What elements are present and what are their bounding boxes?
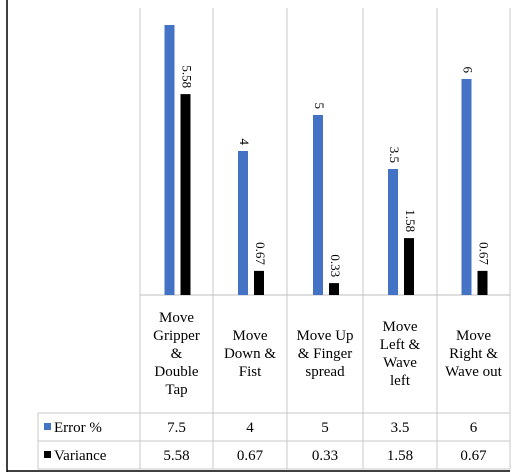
data-label-variance-2: 0.33 xyxy=(328,254,343,277)
category-label-3: Move Left & Wave left xyxy=(380,319,421,389)
bars-group xyxy=(164,25,488,296)
bar-variance-0 xyxy=(180,94,191,296)
legend-key-variance xyxy=(44,451,51,458)
data-label-variance-1: 0.67 xyxy=(253,242,268,265)
bar-error-1 xyxy=(238,151,248,295)
data-label-error-1: 4 xyxy=(237,139,252,146)
data-labels-group: 5.58 4 0.67 5 0.33 3.5 1.58 6 0.67 xyxy=(180,65,492,277)
bar-error-3 xyxy=(388,169,398,295)
bar-error-4 xyxy=(461,79,472,295)
bar-error-2 xyxy=(313,115,323,295)
table-cell: 0.33 xyxy=(312,448,338,464)
chart-frame xyxy=(6,0,511,472)
category-labels-group: Move Gripper & Double Tap Move Down & Fist Move … xyxy=(153,310,502,398)
bar-error-0 xyxy=(164,25,175,295)
legend-label-variance: Variance xyxy=(54,448,107,464)
data-label-error-3: 3.5 xyxy=(387,147,402,163)
category-label-4: Move Right & Wave out xyxy=(445,328,503,380)
table-cell: 0.67 xyxy=(460,448,487,464)
bar-variance-1 xyxy=(254,270,264,295)
data-label-variance-0: 5.58 xyxy=(180,65,195,88)
data-label-error-4: 6 xyxy=(461,67,476,74)
category-label-2: Move Up & Finger spread xyxy=(296,328,353,380)
table-cell: 6 xyxy=(470,420,478,436)
data-label-error-2: 5 xyxy=(312,103,327,110)
table-cell: 7.5 xyxy=(167,420,186,436)
data-label-variance-3: 1.58 xyxy=(403,209,418,232)
data-table: Error % 7.5 4 5 3.5 6 Variance 5.58 0.67 0.33 1.58… xyxy=(37,412,511,470)
legend-label-error: Error % xyxy=(54,420,102,436)
table-cell: 3.5 xyxy=(391,420,410,436)
category-label-0: Move Gripper & Double Tap xyxy=(153,310,200,398)
legend-key-error xyxy=(44,423,51,430)
table-cell: 4 xyxy=(246,420,254,436)
table-cell: 5 xyxy=(321,420,329,436)
table-cell: 5.58 xyxy=(163,448,189,464)
table-cell: 0.67 xyxy=(237,448,264,464)
data-label-variance-4: 0.67 xyxy=(477,242,492,265)
bar-variance-2 xyxy=(329,283,339,295)
category-label-1: Move Down & Fist xyxy=(224,328,276,380)
table-cell: 1.58 xyxy=(387,448,413,464)
bar-variance-4 xyxy=(477,270,488,295)
bar-variance-3 xyxy=(404,238,414,295)
